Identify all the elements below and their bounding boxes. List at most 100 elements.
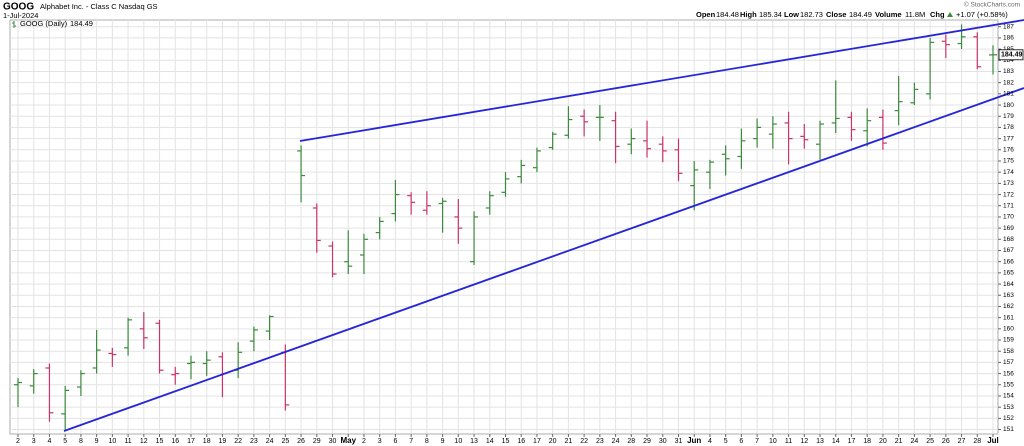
y-tick-label: 182 [1003, 79, 1014, 86]
axes: 1511521531541551561571581591601611621631… [16, 23, 1024, 445]
change-label: Chg [930, 10, 945, 19]
y-tick-label: 173 [1003, 180, 1014, 187]
y-tick-label: 157 [1003, 359, 1014, 366]
x-tick-label: 22 [580, 438, 588, 445]
x-tick-label: 24 [910, 438, 918, 445]
x-tick-label: 20 [879, 438, 887, 445]
y-tick-label: 160 [1003, 326, 1014, 333]
y-tick-label: 185 [1003, 46, 1014, 53]
x-tick-label: 14 [832, 438, 840, 445]
x-tick-label: 2 [362, 438, 366, 445]
x-tick-label: 8 [79, 438, 83, 445]
close-value: 184.49 [849, 10, 872, 19]
x-tick-label: 24 [612, 438, 620, 445]
y-tick-label: 179 [1003, 113, 1014, 120]
x-tick-label: 23 [250, 438, 258, 445]
y-tick-label: 164 [1003, 281, 1014, 288]
high-value: 185.34 [759, 10, 782, 19]
x-tick-label: 10 [108, 438, 116, 445]
x-tick-label: 28 [627, 438, 635, 445]
x-tick-label: 9 [95, 438, 99, 445]
volume-value: 11.8M [905, 10, 925, 19]
x-tick-label: 23 [596, 438, 604, 445]
y-tick-label: 170 [1003, 214, 1014, 221]
y-tick-label: 176 [1003, 147, 1014, 154]
y-tick-label: 166 [1003, 258, 1014, 265]
y-tick-label: 180 [1003, 102, 1014, 109]
legend-value: 184.49 [70, 19, 93, 28]
x-tick-label: 18 [863, 438, 871, 445]
price-tag [998, 49, 1024, 61]
x-tick-label: Jun [687, 436, 701, 445]
y-tick-label: 183 [1003, 68, 1014, 75]
change-value: +1.07 (+0.58%) [956, 10, 1008, 19]
y-tick-label: 178 [1003, 124, 1014, 131]
y-tick-label: 153 [1003, 404, 1014, 411]
x-tick-label: 13 [816, 438, 824, 445]
change-arrow [947, 12, 953, 17]
x-tick-label: 30 [659, 438, 667, 445]
y-tick-label: 165 [1003, 270, 1014, 277]
date: 1-Jul-2024 [3, 11, 38, 20]
x-tick-label: 11 [785, 438, 792, 445]
x-tick-label: 3 [378, 438, 382, 445]
x-tick-label: 6 [739, 438, 743, 445]
x-tick-label: 5 [724, 438, 728, 445]
x-tick-label: 15 [502, 438, 510, 445]
lower-trendline [63, 87, 1024, 432]
close-label: Close [826, 10, 846, 19]
x-tick-label: 21 [895, 438, 903, 445]
x-tick-label: 21 [565, 438, 573, 445]
y-tick-label: 184 [1003, 57, 1014, 64]
x-tick-label: 18 [203, 438, 211, 445]
volume-label: Volume [875, 10, 902, 19]
x-tick-label: 16 [171, 438, 179, 445]
x-tick-label: 15 [156, 438, 164, 445]
x-tick-label: 24 [266, 438, 274, 445]
y-tick-label: 187 [1003, 23, 1014, 30]
x-tick-label: 2 [16, 438, 20, 445]
company-name: Alphabet Inc. - Class C Nasdaq GS [40, 2, 158, 11]
legend: GOOG (Daily) 184.49 [12, 19, 93, 28]
x-tick-label: 29 [643, 438, 651, 445]
y-tick-label: 151 [1003, 426, 1014, 433]
y-tick-label: 158 [1003, 348, 1014, 355]
legend-icon [12, 21, 16, 28]
y-tick-label: 186 [1003, 35, 1014, 42]
upper-trendline [299, 19, 1024, 142]
x-tick-label: 10 [454, 438, 462, 445]
x-tick-label: 25 [926, 438, 934, 445]
x-tick-label: 6 [393, 438, 397, 445]
x-tick-label: 22 [234, 438, 242, 445]
y-tick-label: 159 [1003, 337, 1014, 344]
y-tick-label: 172 [1003, 191, 1014, 198]
x-tick-label: 27 [958, 438, 966, 445]
y-tick-label: 175 [1003, 158, 1014, 165]
x-tick-label: 25 [281, 438, 289, 445]
quote-row: Open 184.48 High 185.34 Low 182.73 Close… [696, 10, 1008, 19]
x-tick-label: 7 [755, 438, 759, 445]
x-tick-label: 31 [675, 438, 683, 445]
y-tick-label: 169 [1003, 225, 1014, 232]
high-label: High [740, 10, 757, 19]
x-tick-label: 13 [470, 438, 478, 445]
x-tick-label: 4 [708, 438, 712, 445]
x-tick-label: 17 [533, 438, 541, 445]
y-tick-label: 161 [1003, 314, 1014, 321]
y-tick-label: 167 [1003, 247, 1014, 254]
y-tick-label: 168 [1003, 236, 1014, 243]
symbol: GOOG [3, 2, 34, 13]
y-tick-label: 162 [1003, 303, 1014, 310]
bars [14, 24, 997, 430]
x-tick-label: 17 [187, 438, 195, 445]
y-tick-label: 154 [1003, 393, 1014, 400]
x-tick-label: May [340, 436, 356, 445]
low-label: Low [784, 10, 799, 19]
open-value: 184.48 [716, 10, 739, 19]
x-tick-label: 10 [769, 438, 777, 445]
x-tick-label: 8 [425, 438, 429, 445]
x-tick-label: 16 [517, 438, 525, 445]
open-label: Open [696, 10, 716, 19]
price-tag-label: 184.49 [1001, 52, 1023, 59]
